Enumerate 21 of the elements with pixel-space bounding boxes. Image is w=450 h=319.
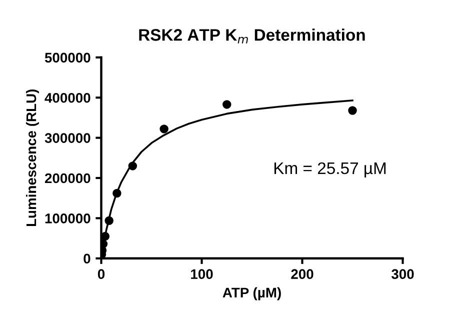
y-tick-label: 500000 bbox=[44, 52, 90, 63]
x-tick-label: 100 bbox=[191, 269, 213, 280]
y-tick-label: 100000 bbox=[45, 214, 90, 224]
point bbox=[222, 100, 232, 109]
x-tick-label: 300 bbox=[391, 269, 414, 280]
y-tick-label: 300000 bbox=[44, 133, 90, 143]
y-tick-label: 0 bbox=[84, 254, 90, 264]
point bbox=[112, 188, 122, 198]
x-tick-label: 200 bbox=[291, 269, 314, 280]
chart-title: RSK2 ATP K$_{m}$ Determination bbox=[139, 28, 365, 44]
y-axis-title: Luminescence (RLU) bbox=[26, 90, 39, 226]
point bbox=[348, 106, 357, 115]
point bbox=[101, 232, 110, 241]
y-tick-label: 400000 bbox=[44, 92, 90, 103]
annotation: Km = 25.57 µM bbox=[274, 162, 386, 178]
x-axis-title: ATP (µM) bbox=[222, 287, 281, 300]
x-tick-label: 0 bbox=[98, 269, 105, 280]
point bbox=[128, 162, 138, 170]
y-tick-label: 200000 bbox=[44, 173, 90, 184]
point bbox=[160, 124, 168, 134]
point bbox=[104, 216, 114, 225]
